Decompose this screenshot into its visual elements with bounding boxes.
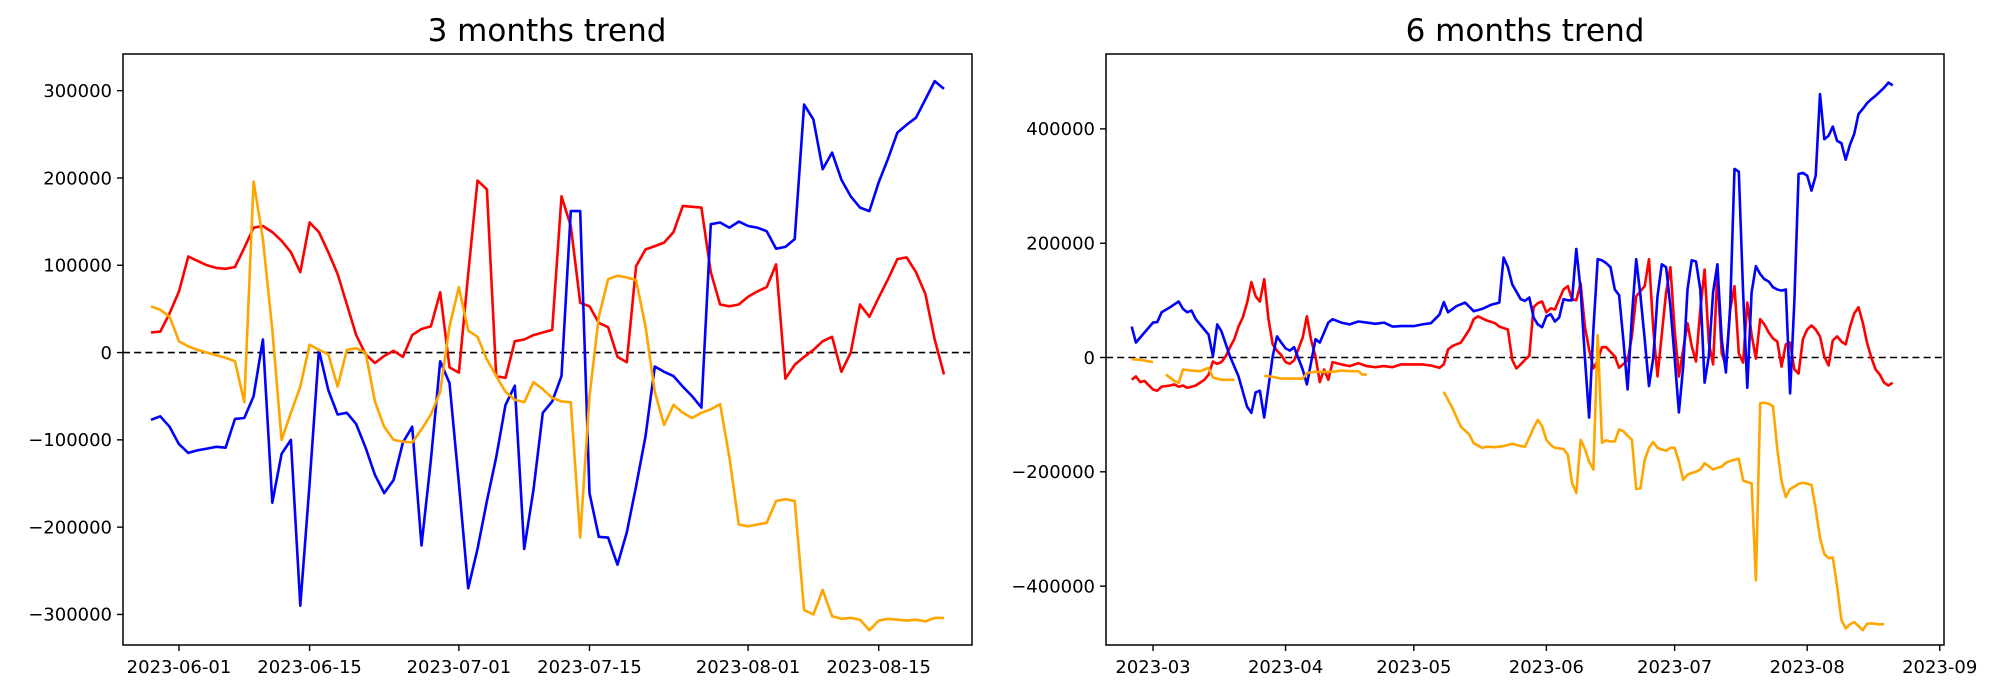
y-tick-label: −200000 bbox=[28, 517, 112, 538]
y-tick-label: −200000 bbox=[1011, 462, 1095, 483]
y-tick-label: 100000 bbox=[43, 256, 112, 277]
y-tick-label: −300000 bbox=[28, 605, 112, 626]
x-tick-label: 2023-07 bbox=[1637, 657, 1712, 678]
series-line-red bbox=[150, 179, 946, 381]
x-tick-label: 2023-05 bbox=[1376, 657, 1451, 678]
chart-6-months-trend: 6 months trend −400000 −200000 0 200000 4000… bbox=[1011, 13, 1977, 678]
series-line-red bbox=[1130, 257, 1894, 393]
series-line-blue bbox=[150, 79, 945, 608]
series-line-orange bbox=[1442, 333, 1885, 632]
chart-title-3-months: 3 months trend bbox=[428, 13, 667, 49]
x-tick-label: 2023-08-15 bbox=[826, 657, 931, 678]
y-tick-label: 300000 bbox=[43, 81, 112, 102]
y-tick-label: 0 bbox=[1084, 348, 1095, 369]
series-line-orange bbox=[1131, 357, 1154, 364]
y-tick-label: 200000 bbox=[43, 168, 112, 189]
x-tick-label: 2023-06-15 bbox=[257, 657, 362, 678]
x-tick-label: 2023-07-15 bbox=[537, 657, 642, 678]
plot-border bbox=[1105, 53, 1945, 646]
plot-border bbox=[122, 53, 973, 646]
y-tick-label: −100000 bbox=[28, 430, 112, 451]
y-tick-label: −400000 bbox=[1011, 576, 1095, 597]
series-line-orange bbox=[1165, 366, 1235, 385]
series-line-orange bbox=[1264, 369, 1367, 380]
x-tick-label: 2023-06-01 bbox=[127, 657, 232, 678]
plot-6-months: −400000 −200000 0 200000 400000 2023-03 2023-0… bbox=[1011, 53, 1977, 678]
x-tick-label: 2023-03 bbox=[1115, 657, 1190, 678]
chart-3-months-trend: 3 months trend −300000 −200000 −100000 0 100… bbox=[28, 13, 973, 678]
series-line-blue bbox=[1130, 81, 1894, 419]
y-tick-label: 400000 bbox=[1026, 119, 1095, 140]
y-tick-label: 200000 bbox=[1026, 233, 1095, 254]
series-line-orange bbox=[150, 180, 944, 632]
plot-3-months: −300000 −200000 −100000 0 100000 200000 300000… bbox=[28, 53, 973, 678]
x-tick-label: 2023-08 bbox=[1770, 657, 1845, 678]
x-tick-label: 2023-07-01 bbox=[407, 657, 512, 678]
x-tick-label: 2023-09 bbox=[1902, 657, 1977, 678]
chart-title-6-months: 6 months trend bbox=[1406, 13, 1645, 49]
x-tick-label: 2023-06 bbox=[1509, 657, 1584, 678]
x-tick-label: 2023-08-01 bbox=[696, 657, 801, 678]
x-tick-label: 2023-04 bbox=[1248, 657, 1323, 678]
y-tick-label: 0 bbox=[101, 343, 112, 364]
